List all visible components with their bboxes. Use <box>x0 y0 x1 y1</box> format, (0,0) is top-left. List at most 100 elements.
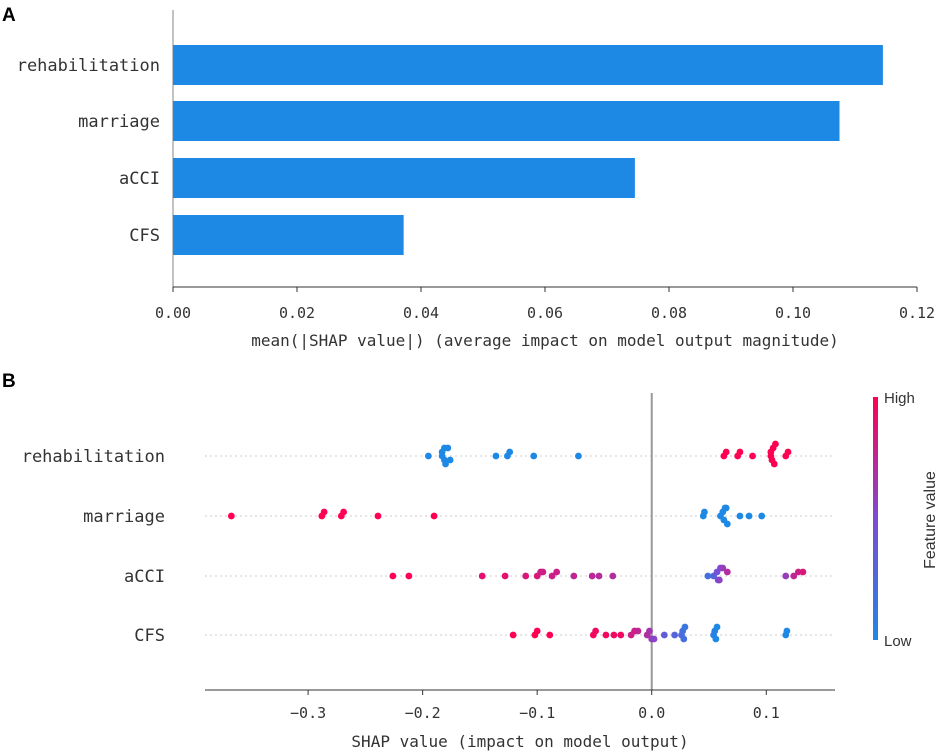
beeswarm-point-CFS <box>646 627 653 635</box>
beeswarm-point-marriage <box>722 504 730 512</box>
beeswarm-point-CFS <box>713 623 721 631</box>
beeswarm-label-aCCI: aCCI <box>124 567 165 587</box>
beeswarm-point-rehabilitation <box>442 460 449 468</box>
beeswarm-point-aCCI <box>704 572 712 580</box>
beeswarm-point-aCCI <box>719 564 727 572</box>
beeswarm-point-CFS <box>712 635 720 643</box>
bar-chart-x-tick-label: 0.04 <box>403 304 439 322</box>
beeswarm-x-tick-label: −0.1 <box>519 704 555 722</box>
beeswarm-point-aCCI <box>553 568 561 576</box>
colorbar-title: Feature value <box>922 471 939 569</box>
beeswarm-point-CFS <box>783 627 791 635</box>
beeswarm-point-aCCI <box>609 572 617 580</box>
beeswarm-point-CFS <box>509 631 517 639</box>
beeswarm-point-aCCI <box>570 572 578 580</box>
bar-chart-x-tick-label: 0.12 <box>899 304 935 322</box>
beeswarm-point-aCCI <box>478 572 486 580</box>
colorbar-gradient <box>873 397 878 640</box>
bar-label-CFS: CFS <box>129 226 160 246</box>
colorbar: High Low Feature value <box>873 390 939 650</box>
beeswarm-point-marriage <box>374 512 382 520</box>
panel-label-a: A <box>2 5 16 26</box>
beeswarm-point-aCCI <box>799 568 807 576</box>
beeswarm-point-CFS <box>602 631 610 639</box>
bar-chart-x-tick-label: 0.10 <box>775 304 811 322</box>
beeswarm-point-marriage <box>430 512 438 520</box>
bar-chart-y-labels: rehabilitation marriage aCCI CFS <box>17 56 160 246</box>
bar-rehabilitation <box>173 45 883 85</box>
beeswarm-points <box>227 440 807 643</box>
bar-marriage <box>173 101 840 141</box>
bar-chart-x-label: mean(|SHAP value|) (average impact on mo… <box>251 331 839 350</box>
beeswarm-point-aCCI <box>501 572 509 580</box>
beeswarm-point-CFS <box>681 623 689 631</box>
bar-chart-x-tick-label: 0.00 <box>155 304 191 322</box>
beeswarm-point-rehabilitation <box>722 448 730 456</box>
beeswarm-point-CFS <box>680 635 688 643</box>
beeswarm-point-CFS <box>671 631 679 639</box>
beeswarm-point-marriage <box>736 512 744 520</box>
beeswarm-x-tick-label: 0.0 <box>638 704 665 722</box>
beeswarm-point-aCCI <box>723 568 731 576</box>
beeswarm-label-rehabilitation: rehabilitation <box>22 447 165 467</box>
beeswarm-point-rehabilitation <box>424 452 432 460</box>
beeswarm-point-marriage <box>723 520 731 528</box>
beeswarm-x-tick-label: −0.2 <box>405 704 441 722</box>
beeswarm-x-ticks: −0.3 −0.2 −0.1 0.0 0.1 <box>290 690 780 722</box>
beeswarm-point-rehabilitation <box>506 448 514 456</box>
beeswarm-point-rehabilitation <box>772 440 779 448</box>
beeswarm-point-marriage <box>758 512 766 520</box>
beeswarm-point-rehabilitation <box>784 448 792 456</box>
colorbar-low-label: Low <box>884 633 912 650</box>
beeswarm-point-marriage <box>701 508 708 516</box>
beeswarm-x-label: SHAP value (impact on model output) <box>351 732 688 751</box>
beeswarm-point-aCCI <box>389 572 397 580</box>
beeswarm-x-tick-label: 0.1 <box>753 704 780 722</box>
beeswarm-point-rehabilitation <box>575 452 582 460</box>
beeswarm-point-aCCI <box>548 572 556 580</box>
beeswarm-point-marriage <box>320 508 328 516</box>
bar-label-marriage: marriage <box>78 112 160 132</box>
beeswarm-point-marriage <box>340 508 347 516</box>
bar-chart-bars <box>173 45 883 255</box>
beeswarm-point-CFS <box>546 631 554 639</box>
beeswarm-point-CFS <box>660 631 668 639</box>
beeswarm-point-aCCI <box>790 572 798 580</box>
bar-CFS <box>173 215 404 255</box>
bar-aCCI <box>173 158 635 198</box>
beeswarm-x-tick-label: −0.3 <box>290 704 326 722</box>
beeswarm-gridlines <box>205 455 835 636</box>
bar-label-aCCI: aCCI <box>119 169 160 189</box>
beeswarm-point-CFS <box>533 627 541 635</box>
colorbar-high-label: High <box>884 390 915 407</box>
beeswarm-point-rehabilitation <box>736 448 744 456</box>
beeswarm-point-rehabilitation <box>770 460 778 468</box>
beeswarm-point-CFS <box>617 631 625 639</box>
beeswarm-point-rehabilitation <box>444 444 452 452</box>
beeswarm-point-aCCI <box>405 572 413 580</box>
beeswarm-label-marriage: marriage <box>83 507 165 527</box>
beeswarm-point-CFS <box>610 631 618 639</box>
beeswarm-y-labels: rehabilitation marriage aCCI CFS <box>22 447 165 646</box>
beeswarm-point-aCCI <box>782 572 790 580</box>
bar-chart-x-tick-label: 0.06 <box>527 304 563 322</box>
beeswarm-point-aCCI <box>522 572 530 580</box>
beeswarm-point-rehabilitation <box>492 452 500 460</box>
bar-chart-x-tick-label: 0.02 <box>279 304 315 322</box>
beeswarm-point-rehabilitation <box>530 452 538 460</box>
beeswarm-point-aCCI <box>588 572 596 580</box>
beeswarm-point-CFS <box>634 627 642 635</box>
beeswarm-point-aCCI <box>715 576 723 584</box>
beeswarm-point-CFS <box>650 635 658 643</box>
beeswarm-point-aCCI <box>595 572 603 580</box>
beeswarm-label-CFS: CFS <box>134 626 165 646</box>
panel-label-b: B <box>2 371 16 392</box>
beeswarm-point-rehabilitation <box>749 452 756 460</box>
bar-chart-x-ticks: 0.00 0.02 0.04 0.06 0.08 0.10 0.12 <box>155 287 935 322</box>
beeswarm-point-marriage <box>745 512 753 520</box>
bar-chart-x-tick-label: 0.08 <box>651 304 687 322</box>
beeswarm-point-CFS <box>592 627 599 635</box>
